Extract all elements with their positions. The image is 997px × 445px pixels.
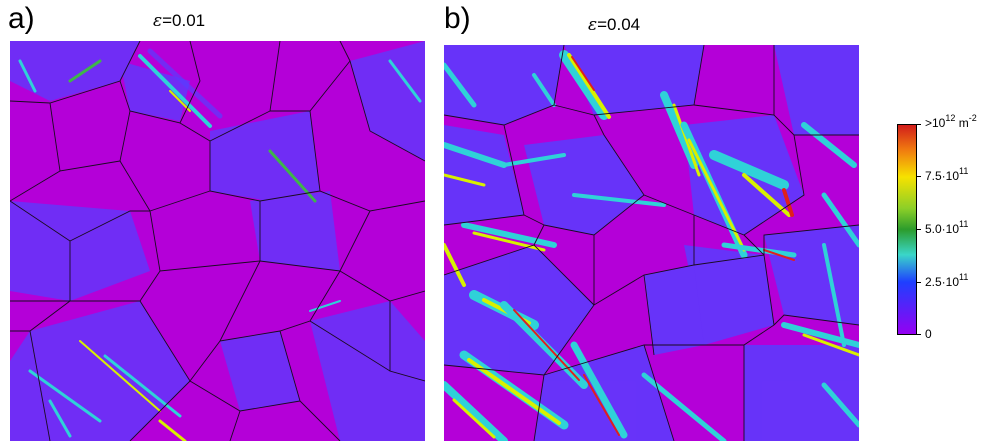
colorbar-label-zero: 0 [925,327,932,341]
colorbar-tick [916,282,921,283]
colorbar-label-7-5: 7.5·1011 [925,166,969,184]
panel-a-label: a) [8,2,35,35]
panel-a-strain: ε=0.01 [153,11,205,31]
panel-b-strain-symbol: ε [588,15,598,35]
colorbar-label-max: >1012 m-2 [925,113,977,131]
colorbar-label-5-0: 5.0·1011 [925,219,969,237]
panel-b-strain: ε=0.04 [588,15,640,35]
colorbar-tick [916,124,921,125]
panel-b-strain-value: =0.04 [597,15,641,34]
dislocation-density-map-b [444,45,859,441]
map-a-grain-boundaries [10,41,425,441]
panel-a-strain-value: =0.01 [162,11,206,30]
colorbar-tick [916,229,921,230]
colorbar [897,124,917,335]
panel-b-label: b) [444,2,471,35]
colorbar-tick [916,176,921,177]
map-b-high-density-streaks [444,50,859,441]
colorbar-label-2-5: 2.5·1011 [925,272,969,290]
colorbar-tick [916,334,921,335]
map-b-grain-boundaries [444,45,859,441]
panel-a-strain-symbol: ε [153,11,163,31]
map-a-blue-bands [10,41,425,441]
dislocation-density-map-a [10,41,425,441]
colorbar-gradient [897,124,917,335]
